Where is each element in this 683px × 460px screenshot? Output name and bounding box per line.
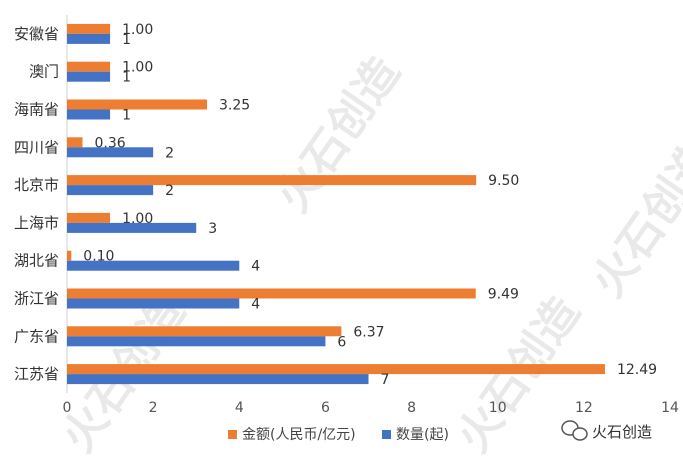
category-label: 广东省	[14, 327, 59, 345]
category-label: 安徽省	[14, 25, 59, 43]
legend-swatch	[228, 430, 237, 439]
legend-label: 金额(人民币/亿元)	[242, 427, 356, 443]
data-label: 4	[251, 259, 260, 275]
bar-count	[67, 298, 240, 309]
data-label: 2	[165, 183, 174, 199]
bar-count	[67, 109, 111, 120]
legend-swatch	[382, 430, 391, 439]
bar-amount	[67, 61, 111, 72]
bar-amount	[67, 99, 207, 110]
bar-amount	[67, 137, 83, 148]
bar-amount	[67, 326, 342, 337]
category-label: 海南省	[14, 101, 59, 119]
data-label: 1	[122, 32, 131, 48]
bar-amount	[67, 175, 477, 186]
x-tick-label: 10	[489, 400, 507, 416]
watermark-layer: 火石创造 火石创造 火石创造 火石创造	[52, 48, 683, 460]
data-label: 1.00	[122, 22, 153, 38]
data-label: 3	[208, 221, 217, 237]
watermark-text: 火石创造	[267, 48, 410, 221]
x-tick-label: 8	[407, 400, 416, 416]
bar-count	[67, 185, 154, 196]
watermark-text: 火石创造	[582, 133, 683, 306]
category-label: 湖北省	[14, 252, 59, 270]
data-label: 6	[337, 334, 346, 350]
bar-count	[67, 71, 111, 82]
bar-count	[67, 336, 326, 347]
data-label: 3.25	[219, 98, 250, 114]
data-label: 12.49	[617, 362, 657, 378]
wechat-icon	[561, 420, 588, 441]
bar-amount	[67, 23, 111, 34]
category-label: 四川省	[14, 138, 59, 156]
category-label: 北京市	[14, 176, 59, 194]
x-tick-label: 6	[321, 400, 330, 416]
data-label: 9.50	[488, 173, 519, 189]
x-tick-label: 0	[63, 400, 72, 416]
category-label: 上海市	[14, 214, 59, 232]
data-label: 1	[122, 70, 131, 86]
bar-count	[67, 374, 369, 385]
bar-amount	[67, 250, 72, 261]
x-tick-label: 12	[575, 400, 593, 416]
category-label: 江苏省	[14, 365, 59, 383]
data-label: 7	[381, 372, 390, 388]
legend-label: 数量(起)	[396, 427, 449, 443]
x-tick-label: 4	[235, 400, 244, 416]
x-tick-label: 2	[149, 400, 158, 416]
bar-amount	[67, 288, 476, 299]
brand-text: 火石创造	[592, 423, 652, 441]
legend: 金额(人民币/亿元) 数量(起)	[228, 427, 449, 443]
data-label: 9.49	[488, 287, 519, 303]
bar-count	[67, 260, 240, 271]
brand: 火石创造	[561, 420, 652, 441]
bar-amount	[67, 212, 111, 223]
category-label: 澳门	[29, 63, 59, 81]
data-label: 6.37	[353, 324, 384, 340]
bar-count	[67, 33, 111, 44]
category-label: 浙江省	[14, 290, 59, 308]
x-tick-label: 14	[661, 400, 679, 416]
data-label: 1	[122, 108, 131, 124]
data-label: 1.00	[122, 60, 153, 76]
data-label: 2	[165, 145, 174, 161]
bar-amount	[67, 364, 605, 375]
bar-count	[67, 222, 197, 233]
data-label: 4	[251, 297, 260, 313]
bar-count	[67, 147, 154, 158]
